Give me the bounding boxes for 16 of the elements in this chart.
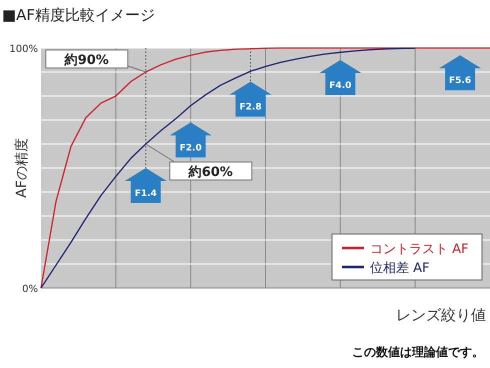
chart-title: ■AF精度比較イメージ [2,6,156,24]
annotation: 約90% [64,53,109,68]
y-axis-title: AFの精度 [14,138,30,198]
annotation: 約60% [188,165,233,180]
annotation: F2.0 [180,143,202,154]
legend-label: コントラスト AF [370,242,469,257]
legend-label: 位相差 AF [370,261,430,276]
annotation: F2.8 [239,102,262,113]
text: この数値は理論値です。 [352,345,484,359]
annotation: F1.4 [134,189,157,199]
x-axis-title: レンズ絞り値 [396,306,486,324]
line-series [40,47,490,289]
y-tick-label: 100% [9,44,38,55]
y-tick-label: 0% [22,284,38,295]
annotation: F4.0 [329,81,352,91]
annotation: F5.6 [449,76,472,86]
